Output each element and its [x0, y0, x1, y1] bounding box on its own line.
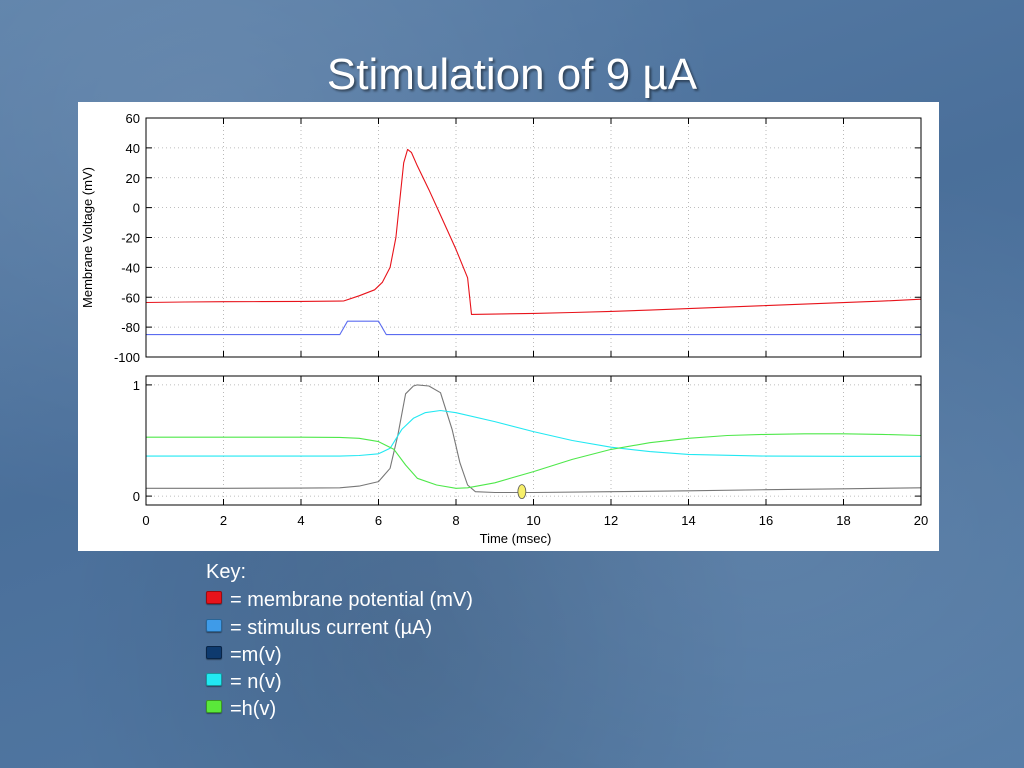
x-tick-label: 12	[604, 513, 618, 528]
slide-title: Stimulation of 9 µA	[326, 50, 698, 99]
series-line-h-v-	[146, 433, 922, 489]
key-item-h: =h(v)	[206, 696, 473, 723]
x-tick-label: 10	[526, 513, 540, 528]
key-swatch-green	[206, 700, 222, 713]
key-swatch-navy	[206, 646, 222, 659]
y-tick-label: 20	[126, 171, 140, 186]
key-label: = stimulus current (µA)	[230, 616, 433, 639]
y-axis-title: Membrane Voltage (mV)	[80, 167, 95, 308]
key-legend: Key: = membrane potential (mV) = stimulu…	[206, 560, 473, 723]
key-item-m: =m(v)	[206, 642, 473, 669]
y-tick-label: 0	[133, 201, 140, 216]
key-label: =m(v)	[230, 644, 282, 666]
x-tick-label: 14	[681, 513, 695, 528]
x-tick-label: 8	[452, 513, 459, 528]
key-label: = membrane potential (mV)	[230, 588, 473, 611]
x-tick-label: 16	[759, 513, 773, 528]
x-tick-label: 4	[297, 513, 304, 528]
key-swatch-cyan	[206, 673, 222, 686]
x-axis-title: Time (msec)	[480, 531, 552, 546]
y-tick-label: -20	[121, 231, 140, 246]
x-tick-label: 6	[375, 513, 382, 528]
key-swatch-blue	[206, 618, 222, 632]
x-tick-label: 2	[220, 513, 227, 528]
series-line-stimulus-current	[146, 320, 921, 336]
key-title: Key:	[206, 561, 247, 583]
series-line-n-v-	[146, 409, 921, 457]
key-item-n: = n(v)	[206, 669, 473, 696]
x-tick-label: 18	[836, 513, 850, 528]
key-swatch-red	[206, 590, 222, 604]
y-tick-label: 1	[133, 378, 140, 393]
key-item-membrane-potential: = membrane potential (mV)	[206, 586, 473, 614]
x-tick-label: 0	[142, 513, 149, 528]
y-tick-label: -100	[114, 350, 140, 365]
series-line-membrane-potential	[145, 148, 922, 315]
key-label: =h(v)	[230, 698, 277, 720]
y-tick-label: -40	[121, 260, 140, 275]
series-line-m-v-	[146, 384, 922, 494]
y-tick-label: 0	[133, 489, 140, 504]
figure-panel: 60 40 20 0 -20 -40 -60 -80 -100 Membrane Voltage …	[78, 102, 939, 551]
key-label: = n(v)	[230, 671, 282, 693]
y-tick-label: -60	[121, 290, 140, 305]
y-tick-label: 40	[126, 141, 140, 156]
key-item-stimulus-current: = stimulus current (µA)	[206, 614, 473, 642]
x-tick-label: 20	[914, 513, 928, 528]
y-tick-label: -80	[121, 320, 140, 335]
time-marker	[517, 484, 527, 500]
y-tick-label: 60	[126, 111, 140, 126]
